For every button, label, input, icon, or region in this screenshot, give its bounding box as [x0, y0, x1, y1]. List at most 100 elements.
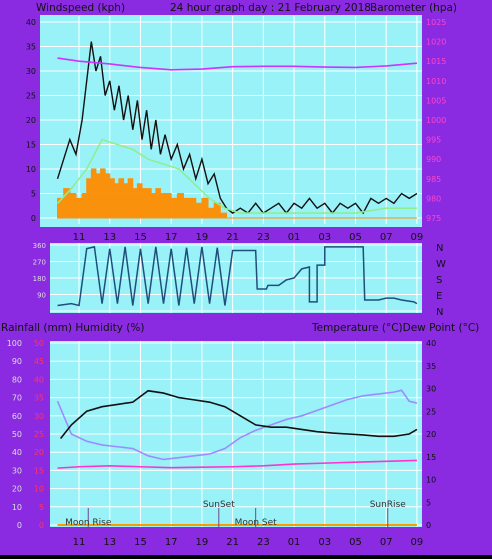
event-marker-label: Moon Rise [65, 518, 112, 528]
temperature-x-tick-label: 21 [226, 537, 239, 548]
windspeed-y-tick-label: 10 [26, 165, 36, 174]
gust-area [57, 168, 417, 219]
barometer-y-tick-label: 1005 [426, 96, 446, 105]
windspeed-y-tick-label: 35 [26, 43, 36, 52]
windspeed-x-tick-label: 11 [73, 232, 86, 243]
humidity-y-tick-label: 30 [12, 466, 22, 475]
humidity-y-tick-label: 0 [17, 521, 22, 530]
rainfall-y-tick-label: 45 [34, 357, 44, 366]
humidity-y-tick-label: 90 [12, 357, 22, 366]
barometer-y-tick-label: 990 [426, 155, 441, 164]
rainfall-y-tick-label: 5 [39, 503, 44, 512]
rainfall-y-tick-label: 20 [34, 448, 44, 457]
direction-compass-label: N [436, 307, 443, 318]
temperature-y-tick-label: 0 [426, 521, 431, 530]
rainfall-y-tick-label: 40 [34, 375, 44, 384]
temperature-x-tick-label: 11 [73, 537, 86, 548]
barometer-line [57, 57, 417, 71]
temperature-dewpoint-label: Temperature (°C)Dew Point (°C) [311, 322, 479, 334]
rainfall-y-tick-label: 15 [34, 466, 44, 475]
direction-degree-tick-label: 270 [33, 259, 46, 267]
rainfall-y-tick-label: 50 [34, 339, 44, 348]
event-marker-label: Moon Set [235, 518, 278, 528]
barometer-y-tick-label: 1010 [426, 77, 446, 86]
windspeed-x-tick-label: 17 [165, 232, 178, 243]
windspeed-y-tick-label: 5 [31, 190, 36, 199]
direction-series [57, 245, 418, 307]
windspeed-line [56, 41, 418, 215]
temperature-x-tick-label: 19 [196, 537, 209, 548]
temperature-y-tick-label: 25 [426, 407, 436, 416]
direction-degree-tick-label: 90 [37, 292, 46, 300]
humidity-y-tick-label: 80 [12, 375, 22, 384]
temperature-x-tick-label: 13 [103, 537, 116, 548]
barometer-y-tick-label: 995 [426, 136, 441, 145]
humidity-y-tick-label: 10 [12, 503, 22, 512]
windspeed-x-tick-label: 03 [318, 232, 331, 243]
humidity-y-tick-label: 20 [12, 485, 22, 494]
rainfall-y-tick-label: 25 [34, 430, 44, 439]
temperature-y-tick-label: 30 [426, 385, 436, 394]
barometer-y-tick-label: 1000 [426, 116, 446, 125]
temperature-x-tick-label: 01 [288, 537, 301, 548]
windspeed-y-tick-label: 30 [26, 67, 36, 76]
windspeed-axes: 11 13 15 17 19 21 23 01 03 05 07 090510152025303540… [26, 18, 447, 243]
barometer-y-tick-label: 1015 [426, 57, 446, 66]
rainfall-y-tick-label: 10 [34, 485, 44, 494]
windspeed-y-tick-label: 40 [26, 18, 36, 27]
windspeed-y-tick-label: 20 [26, 116, 36, 125]
windspeed-x-tick-label: 13 [103, 232, 116, 243]
temperature-y-tick-label: 15 [426, 453, 436, 462]
temperature-x-tick-label: 15 [134, 537, 147, 548]
windspeed-x-tick-label: 19 [196, 232, 209, 243]
event-marker-label: SunRise [370, 500, 407, 510]
temperature-y-tick-label: 20 [426, 430, 436, 439]
temperature-x-tick-label: 17 [165, 537, 178, 548]
humidity-y-tick-label: 50 [12, 430, 22, 439]
windspeed-x-tick-label: 23 [257, 232, 270, 243]
temperature-x-tick-label: 03 [318, 537, 331, 548]
event-marker-label: SunSet [203, 500, 235, 510]
humidity-y-tick-label: 100 [7, 339, 22, 348]
graph-title: 24 hour graph day : 21 February 2018 [170, 2, 371, 14]
temperature-grid [50, 341, 422, 527]
windspeed-y-tick-label: 15 [26, 141, 36, 150]
barometer-y-tick-label: 985 [426, 175, 441, 184]
windspeed-y-tick-label: 0 [31, 214, 36, 223]
direction-compass-label: N [436, 243, 443, 254]
direction-line [57, 245, 418, 307]
barometer-y-tick-label: 975 [426, 214, 441, 223]
humidity-line [56, 389, 418, 461]
direction-degree-tick-label: 180 [33, 275, 46, 283]
temperature-y-tick-label: 5 [426, 498, 431, 507]
temperature-y-tick-label: 10 [426, 476, 436, 485]
direction-compass-label: E [436, 291, 442, 302]
rain-humidity-label: Rainfall (mm) Humidity (%) [1, 322, 144, 334]
windspeed-grid [40, 16, 422, 224]
temperature-line [59, 389, 418, 440]
barometer-axis-label: Barometer (hpa) [370, 2, 457, 14]
windspeed-x-tick-label: 09 [411, 232, 424, 243]
windspeed-x-tick-label: 15 [134, 232, 147, 243]
temperature-y-tick-label: 40 [426, 339, 436, 348]
rainfall-y-tick-label: 35 [34, 394, 44, 403]
direction-compass-label: S [436, 275, 442, 286]
dew-point-line [57, 459, 417, 469]
barometer-y-tick-label: 980 [426, 194, 441, 203]
windspeed-x-tick-label: 05 [349, 232, 362, 243]
temperature-series [56, 389, 418, 526]
humidity-y-tick-label: 60 [12, 412, 22, 421]
rainfall-y-tick-label: 0 [39, 521, 44, 530]
temperature-x-tick-label: 07 [380, 537, 393, 548]
rainfall-y-tick-label: 30 [34, 412, 44, 421]
temperature-y-tick-label: 35 [426, 362, 436, 371]
windspeed-x-tick-label: 21 [226, 232, 239, 243]
windspeed-x-tick-label: 07 [380, 232, 393, 243]
humidity-y-tick-label: 70 [12, 394, 22, 403]
windspeed-x-tick-label: 01 [288, 232, 301, 243]
temperature-axes: 11 13 15 17 19 21 23 01 03 05 07 090102030405060708… [7, 339, 436, 548]
windspeed-series [56, 41, 418, 219]
